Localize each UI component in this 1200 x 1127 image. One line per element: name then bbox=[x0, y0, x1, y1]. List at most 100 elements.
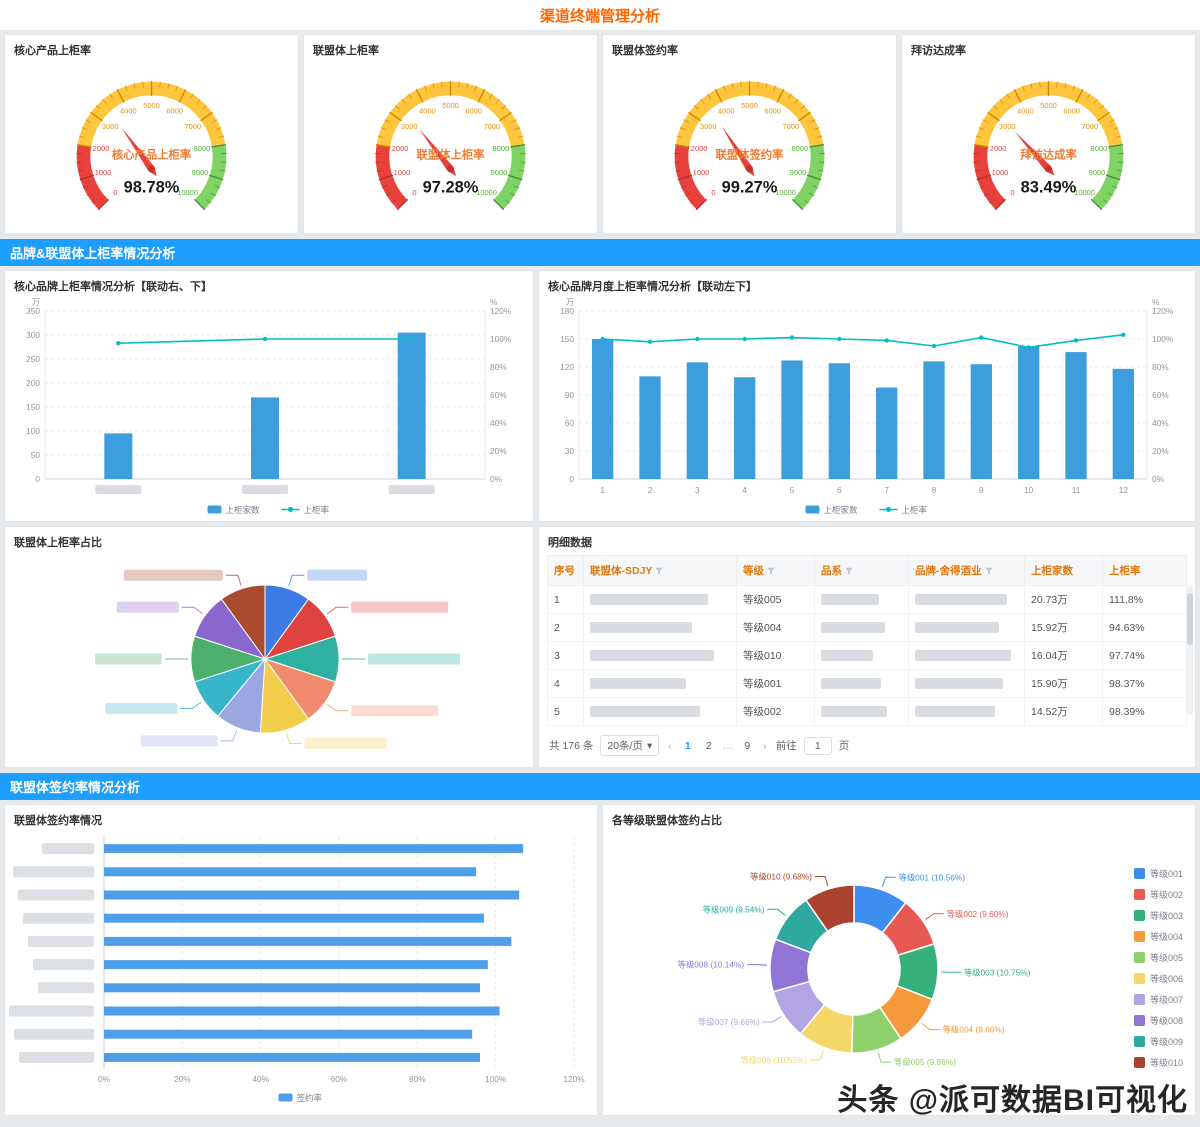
svg-text:90: 90 bbox=[565, 390, 575, 400]
svg-text:0: 0 bbox=[569, 474, 574, 484]
card-title: 联盟体签约率 bbox=[612, 45, 678, 57]
column-header[interactable]: 品牌-舍得酒业 bbox=[908, 555, 1025, 586]
cell-brand-blurred bbox=[908, 613, 1025, 642]
svg-text:9: 9 bbox=[979, 485, 984, 495]
table-row[interactable]: 2 等级004 15.92万 94.63% bbox=[547, 613, 1187, 642]
svg-text:100%: 100% bbox=[485, 1074, 507, 1084]
legend-label: 等级001 bbox=[1149, 869, 1183, 879]
svg-text:5000: 5000 bbox=[741, 101, 758, 110]
page-number-1[interactable]: 1 bbox=[684, 739, 691, 752]
brand-shelf-rate-chart[interactable]: 0 50 100 150 200 250 300 350 0% 20% 40% 60% 80% 100% 1… bbox=[5, 295, 533, 521]
page-number-9[interactable]: 9 bbox=[744, 739, 751, 752]
svg-text:12: 12 bbox=[1119, 485, 1129, 495]
table-scrollbar[interactable] bbox=[1187, 585, 1193, 715]
cell-index: 4 bbox=[547, 669, 584, 698]
cell-brand-blurred bbox=[908, 585, 1025, 614]
goto-page-input[interactable]: 1 bbox=[803, 736, 832, 755]
svg-text:联盟体签约率: 联盟体签约率 bbox=[716, 148, 784, 162]
column-header-label: 上柜率 bbox=[1109, 565, 1141, 577]
table-row[interactable]: 1 等级005 20.73万 111.8% bbox=[547, 585, 1187, 614]
svg-text:4: 4 bbox=[742, 485, 747, 495]
cell-index: 3 bbox=[547, 641, 584, 670]
cell-count: 14.52万 bbox=[1024, 697, 1103, 726]
cell-rate: 98.39% bbox=[1102, 697, 1187, 726]
svg-text:8000: 8000 bbox=[1091, 144, 1108, 153]
svg-text:1000: 1000 bbox=[394, 168, 411, 177]
svg-text:7000: 7000 bbox=[1081, 122, 1098, 131]
svg-text:等级008 (10.14%): 等级008 (10.14%) bbox=[678, 960, 745, 970]
page-size-value: 20条/页 bbox=[607, 740, 643, 752]
svg-text:上柜率: 上柜率 bbox=[902, 505, 928, 515]
svg-text:10000: 10000 bbox=[177, 188, 198, 197]
legend-item[interactable]: 等级004 bbox=[1133, 930, 1183, 943]
svg-text:6000: 6000 bbox=[1063, 107, 1080, 116]
svg-text:60%: 60% bbox=[331, 1074, 348, 1084]
svg-text:等级005 (9.86%): 等级005 (9.86%) bbox=[894, 1057, 956, 1067]
legend-item[interactable]: 等级001 bbox=[1133, 867, 1183, 880]
svg-text:98.78%: 98.78% bbox=[124, 179, 180, 197]
blurred-text bbox=[915, 594, 1007, 606]
page-ellipsis: … bbox=[722, 739, 734, 752]
svg-text:40%: 40% bbox=[490, 418, 507, 428]
cell-grade: 等级005 bbox=[736, 585, 815, 614]
alliance-share-pie-chart[interactable] bbox=[5, 551, 533, 763]
table-row[interactable]: 3 等级010 16.04万 97.74% bbox=[547, 641, 1187, 670]
svg-text:7000: 7000 bbox=[483, 122, 500, 131]
svg-text:60%: 60% bbox=[490, 390, 507, 400]
blurred-text bbox=[821, 622, 885, 634]
next-page-button[interactable]: › bbox=[763, 739, 767, 752]
svg-text:上柜家数: 上柜家数 bbox=[226, 505, 261, 515]
gauge-card-alliance-shelf: 联盟体上柜率 0 1000 2000 3000 4000 5000 6000 7000 8000… bbox=[303, 34, 598, 234]
svg-text:拜访达成率: 拜访达成率 bbox=[1020, 148, 1077, 162]
svg-text:等级007 (9.66%): 等级007 (9.66%) bbox=[698, 1017, 760, 1027]
column-header[interactable]: 品系 bbox=[814, 555, 909, 586]
cell-grade: 等级001 bbox=[736, 669, 815, 698]
table-row[interactable]: 5 等级002 14.52万 98.39% bbox=[547, 697, 1187, 726]
column-header: 上柜家数 bbox=[1024, 555, 1103, 586]
blurred-text bbox=[915, 678, 1003, 690]
prev-page-button[interactable]: ‹ bbox=[668, 739, 672, 752]
page-number-2[interactable]: 2 bbox=[705, 739, 712, 752]
svg-text:100%: 100% bbox=[490, 334, 512, 344]
svg-text:0: 0 bbox=[113, 188, 117, 197]
card-title: 联盟体上柜率 bbox=[313, 45, 379, 57]
blurred-text bbox=[590, 706, 700, 718]
monthly-shelf-rate-chart[interactable]: 0 30 60 90 120 150 180 0% 20% 40% 60% 80% 100% 120% 万%… bbox=[539, 295, 1195, 521]
svg-text:等级009 (9.54%): 等级009 (9.54%) bbox=[703, 904, 765, 914]
legend-item[interactable]: 等级003 bbox=[1133, 909, 1183, 922]
svg-text:6000: 6000 bbox=[764, 107, 781, 116]
column-header[interactable]: 联盟体-SDJY bbox=[583, 555, 737, 586]
blurred-text bbox=[590, 622, 692, 634]
svg-text:2000: 2000 bbox=[990, 144, 1007, 153]
filter-icon[interactable] bbox=[655, 567, 664, 575]
cell-grade: 等级002 bbox=[736, 697, 815, 726]
table-row[interactable]: 4 等级001 15.90万 98.37% bbox=[547, 669, 1187, 698]
cell-count: 15.90万 bbox=[1024, 669, 1103, 698]
legend-item[interactable]: 等级007 bbox=[1133, 993, 1183, 1006]
svg-text:4000: 4000 bbox=[120, 107, 137, 116]
legend-item[interactable]: 等级010 bbox=[1133, 1056, 1183, 1069]
sign-rate-hbar-chart[interactable]: 0% 20% 40% 60% 80% 100% 120% 签约率 bbox=[5, 829, 597, 1109]
filter-icon[interactable] bbox=[767, 567, 775, 575]
legend-item[interactable]: 等级009 bbox=[1133, 1035, 1183, 1048]
legend-item[interactable]: 等级002 bbox=[1133, 888, 1183, 901]
cell-count: 16.04万 bbox=[1024, 641, 1103, 670]
filter-icon[interactable] bbox=[845, 567, 853, 575]
donut-legend: 等级001 等级002 等级003 等级004 等级005 等级006 等级007 等级008… bbox=[1133, 867, 1183, 1069]
cell-count: 15.92万 bbox=[1024, 613, 1103, 642]
svg-text:10000: 10000 bbox=[775, 188, 796, 197]
svg-text:6000: 6000 bbox=[465, 107, 482, 116]
page-size-select[interactable]: 20条/页 ▾ bbox=[600, 735, 660, 756]
legend-swatch bbox=[1133, 931, 1145, 942]
svg-text:3: 3 bbox=[695, 485, 700, 495]
legend-item[interactable]: 等级005 bbox=[1133, 951, 1183, 964]
column-header[interactable]: 等级 bbox=[736, 555, 815, 586]
filter-icon[interactable] bbox=[984, 567, 993, 575]
legend-swatch bbox=[1133, 889, 1145, 900]
legend-item[interactable]: 等级008 bbox=[1133, 1014, 1183, 1027]
svg-text:1000: 1000 bbox=[693, 168, 710, 177]
sign-share-donut-chart[interactable]: 等级001 (10.56%) 等级002 (9.60%) 等级003 (10.75%… bbox=[603, 829, 1195, 1111]
legend-item[interactable]: 等级006 bbox=[1133, 972, 1183, 985]
svg-text:1000: 1000 bbox=[992, 168, 1009, 177]
